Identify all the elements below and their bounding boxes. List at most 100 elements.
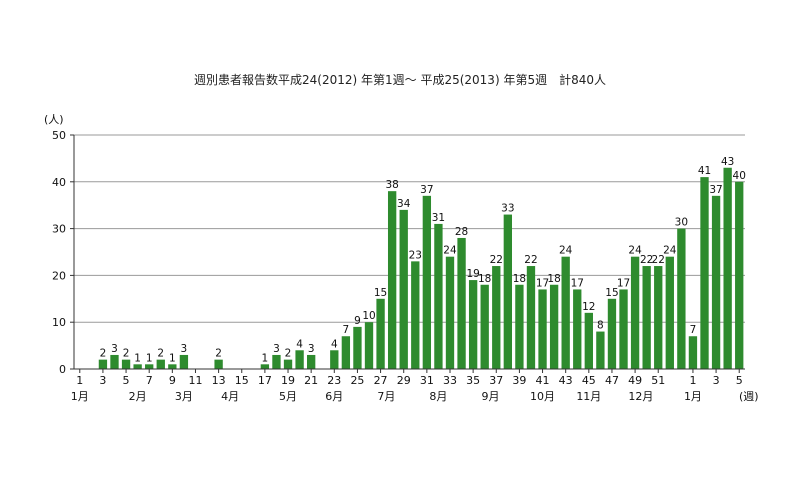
bar [711,195,721,369]
data-label: 23 [409,249,422,261]
data-label: 31 [432,212,445,224]
bar [526,266,536,369]
bar [630,256,640,369]
x-tick-label: 45 [582,374,596,387]
bar [468,280,478,369]
bar [457,237,466,369]
data-label: 3 [273,343,280,355]
x-tick-label: 41 [536,374,550,387]
x-tick-label: 37 [489,374,503,387]
bar [480,284,489,369]
data-label: 1 [134,352,141,364]
bar [341,336,351,369]
month-label: 7月 [377,390,395,403]
data-label: 30 [675,217,688,229]
data-label: 18 [478,273,491,285]
month-label: 2月 [129,390,147,403]
x-tick-label: 17 [258,374,272,387]
data-label: 7 [343,324,350,336]
data-label: 2 [285,348,292,360]
x-tick-label: 49 [628,374,642,387]
data-label: 18 [513,273,526,285]
x-tick-label: 43 [559,374,573,387]
x-tick-label: 13 [212,374,226,387]
bar [434,223,443,369]
bar [353,326,362,369]
bar [156,359,165,369]
x-tick-label: 3 [99,374,106,387]
data-label: 38 [385,179,398,191]
x-tick-label: 47 [605,374,619,387]
month-label: 8月 [429,390,447,403]
bar [688,336,698,369]
x-axis-ticks: 1 3 5 7 9 11 13 15 17 19 21 23 25 27 29 31 33 35 37 39 41 43 4… [76,369,743,387]
bar [561,256,570,369]
bar [179,354,189,369]
x-tick-label: 1 [76,374,83,387]
data-label: 24 [443,245,457,257]
data-label: 28 [455,226,468,238]
month-label: 6月 [325,390,343,403]
bar [145,364,154,369]
bar [387,191,397,369]
bar [503,214,513,369]
data-label: 34 [397,198,411,210]
month-label: 10月 [530,390,555,403]
bar [619,289,628,369]
bar [596,331,605,369]
data-label: 22 [524,254,537,266]
data-label: 17 [536,277,549,289]
data-label: 3 [181,343,188,355]
bar [214,359,223,369]
bar [515,284,524,369]
data-label: 9 [354,315,361,327]
bar [168,364,177,369]
bar [422,195,432,369]
bar [538,289,547,369]
x-tick-label: 39 [512,374,526,387]
data-label: 41 [698,165,711,177]
x-tick-label: 3 [713,374,720,387]
bar [260,364,270,369]
bar [272,354,281,369]
bar [549,284,559,369]
bar [121,359,131,369]
bar [283,359,293,369]
data-label: 2 [100,348,107,360]
data-label: 43 [721,156,734,168]
y-tick-label: 0 [59,363,66,376]
data-label: 19 [466,268,479,280]
data-label: 10 [362,310,375,322]
data-label: 37 [709,184,722,196]
data-label: 1 [146,352,153,364]
bar [723,167,732,369]
bar [584,312,593,369]
y-tick-label: 40 [52,176,66,189]
bar [573,289,582,369]
bar [295,350,304,369]
data-label: 17 [571,277,584,289]
data-label: 22 [640,254,653,266]
data-label: 24 [559,245,573,257]
data-label: 8 [597,320,604,332]
bar [376,298,385,369]
data-label: 15 [605,287,618,299]
data-label: 24 [628,245,642,257]
month-label: 5月 [279,390,297,403]
data-label: 2 [215,348,222,360]
x-tick-label: 23 [327,374,341,387]
data-label: 40 [733,170,746,182]
month-label: 9月 [481,390,499,403]
x-tick-label: 7 [146,374,153,387]
x-tick-label: 31 [420,374,434,387]
month-label: 4月 [221,390,239,403]
bar [411,261,420,369]
x-unit-label: (週) [739,390,759,403]
bar [98,359,108,369]
x-tick-label: 29 [397,374,411,387]
bar [399,209,408,369]
bars [98,167,744,369]
data-label: 22 [490,254,503,266]
bar [677,228,686,369]
